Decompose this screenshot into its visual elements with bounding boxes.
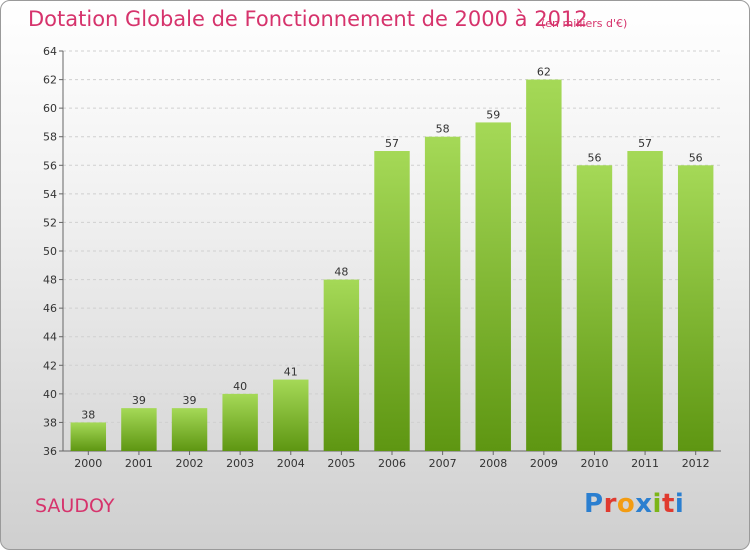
bar-value-label: 57 bbox=[385, 137, 399, 150]
y-tick-label: 54 bbox=[43, 188, 57, 201]
x-tick-label: 2009 bbox=[530, 457, 558, 470]
y-tick-label: 44 bbox=[43, 331, 57, 344]
bar-value-label: 56 bbox=[689, 151, 703, 164]
bar bbox=[424, 136, 461, 451]
y-tick-label: 46 bbox=[43, 302, 57, 315]
x-tick-label: 2010 bbox=[580, 457, 608, 470]
y-tick-label: 48 bbox=[43, 274, 57, 287]
y-tick-label: 58 bbox=[43, 131, 57, 144]
bar bbox=[576, 165, 613, 452]
bar-value-label: 39 bbox=[132, 394, 146, 407]
x-tick-label: 2005 bbox=[327, 457, 355, 470]
logo-letter: i bbox=[652, 489, 662, 519]
bar bbox=[70, 422, 107, 451]
x-tick-label: 2003 bbox=[226, 457, 254, 470]
bar-value-label: 59 bbox=[486, 108, 500, 121]
y-tick-label: 50 bbox=[43, 245, 57, 258]
bar-value-label: 56 bbox=[587, 151, 601, 164]
y-tick-label: 60 bbox=[43, 102, 57, 115]
x-tick-label: 2000 bbox=[74, 457, 102, 470]
logo-letter: x bbox=[635, 489, 653, 519]
bar-value-label: 57 bbox=[638, 137, 652, 150]
y-tick-label: 40 bbox=[43, 388, 57, 401]
proxiti-logo[interactable]: Proxiti bbox=[584, 489, 684, 519]
logo-letter: i bbox=[674, 489, 685, 519]
bars bbox=[70, 79, 714, 452]
bar-value-label: 58 bbox=[436, 123, 450, 136]
y-tick-label: 52 bbox=[43, 216, 57, 229]
bar bbox=[222, 393, 258, 451]
bar bbox=[677, 165, 714, 452]
x-tick-label: 2012 bbox=[682, 457, 710, 470]
y-tick-label: 64 bbox=[43, 45, 57, 58]
logo-letter: o bbox=[616, 489, 636, 519]
y-tick-label: 38 bbox=[43, 416, 57, 429]
bar bbox=[526, 79, 562, 452]
commune-name: SAUDOY bbox=[35, 495, 115, 517]
y-tick-label: 36 bbox=[43, 445, 57, 458]
x-tick-label: 2011 bbox=[631, 457, 659, 470]
y-tick-label: 62 bbox=[43, 74, 57, 87]
bar bbox=[171, 408, 208, 451]
bar-value-label: 41 bbox=[284, 366, 298, 379]
bar bbox=[475, 122, 511, 451]
x-tick-label: 2007 bbox=[429, 457, 457, 470]
x-tick-label: 2001 bbox=[125, 457, 153, 470]
bar bbox=[627, 151, 663, 451]
y-tick-label: 56 bbox=[43, 159, 57, 172]
y-tick-label: 42 bbox=[43, 359, 57, 372]
x-tick-label: 2002 bbox=[176, 457, 204, 470]
x-tick-label: 2004 bbox=[277, 457, 305, 470]
logo-letter: t bbox=[661, 489, 675, 519]
value-labels: 38 39 39 40 41 48 57 58 59 62 56 57 56 bbox=[81, 66, 702, 422]
logo-letter: P bbox=[584, 489, 604, 519]
bar bbox=[121, 408, 157, 451]
bar bbox=[323, 279, 360, 451]
chart-title: Dotation Globale de Fonctionnement de 20… bbox=[28, 7, 588, 31]
bar-value-label: 62 bbox=[537, 66, 551, 79]
bar-value-label: 40 bbox=[233, 380, 247, 393]
bar-value-label: 48 bbox=[334, 266, 348, 279]
bar bbox=[273, 379, 309, 451]
x-tick-label: 2008 bbox=[479, 457, 507, 470]
logo-letter: r bbox=[603, 489, 617, 519]
bar-value-label: 39 bbox=[183, 394, 197, 407]
bar bbox=[374, 151, 410, 451]
bar-value-label: 38 bbox=[81, 408, 95, 421]
unit-note: (en milliers d'€) bbox=[541, 17, 628, 30]
x-tick-label: 2006 bbox=[378, 457, 406, 470]
